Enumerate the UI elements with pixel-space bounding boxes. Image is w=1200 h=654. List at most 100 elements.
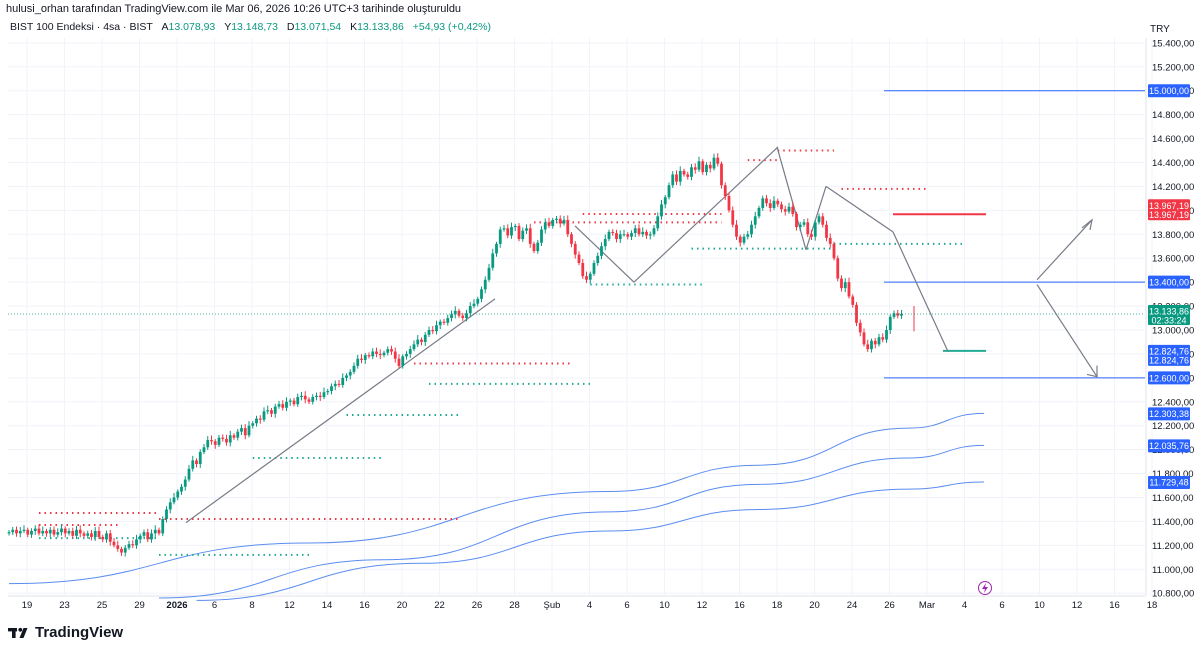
candle-body — [795, 213, 798, 228]
candle-body — [600, 246, 603, 256]
candle-body — [660, 204, 663, 217]
candle-body — [573, 243, 577, 255]
candle-body — [648, 234, 652, 236]
candle-body — [101, 536, 105, 540]
current-price-tag — [1148, 304, 1190, 325]
candle-body — [397, 358, 401, 366]
candle-body — [303, 395, 307, 400]
candle-body — [825, 224, 828, 238]
candle-body — [191, 460, 195, 469]
candle-body — [108, 533, 112, 542]
candle-body — [168, 502, 172, 510]
time-tick-label: 6 — [999, 600, 1004, 611]
candle-body — [461, 315, 465, 319]
candle-body — [378, 353, 382, 356]
candle-body — [135, 539, 138, 546]
candle-body — [870, 340, 873, 350]
price-tick-label: 11.800,00 — [1152, 469, 1194, 480]
candle-body — [412, 344, 416, 350]
candle-body — [183, 479, 187, 487]
candle-body — [547, 222, 551, 226]
candle-body — [787, 206, 791, 212]
candle-body — [873, 340, 877, 345]
candle-body — [645, 231, 648, 236]
candle-body — [472, 303, 476, 307]
candle-body — [232, 435, 236, 438]
candle-body — [270, 410, 273, 414]
candle-body — [180, 486, 183, 492]
time-tick-label: 26 — [472, 600, 483, 611]
candle-body — [678, 170, 682, 182]
candle-body — [371, 351, 375, 357]
candle-body — [285, 401, 288, 408]
resistance-price-tag-text: 13.967,19 — [1149, 210, 1189, 220]
time-tick-label: 16 — [359, 600, 370, 611]
level-price-tag — [1148, 84, 1190, 98]
candle-body — [543, 222, 547, 230]
high-label: Y — [224, 21, 232, 33]
candle-body — [442, 321, 446, 323]
candle-body — [607, 231, 611, 240]
currency-label[interactable]: TRY — [1150, 24, 1170, 35]
time-tick-label: 6 — [624, 600, 629, 611]
candle-body — [483, 279, 487, 290]
candle-body — [753, 216, 757, 225]
candle-body — [682, 170, 686, 175]
candle-body — [90, 533, 93, 537]
candle-body — [333, 383, 337, 387]
candle-body — [536, 242, 540, 252]
open-value: 13.078,93 — [168, 21, 216, 33]
candle-body — [78, 529, 82, 534]
candle-body — [881, 337, 885, 340]
candle-body — [153, 529, 157, 534]
candle-body — [746, 234, 750, 237]
candle-body — [150, 533, 153, 540]
candle-body — [138, 535, 142, 540]
ma-price-tag-text: 12.035,76 — [1149, 441, 1189, 451]
candle-body — [731, 210, 735, 225]
time-tick-label: 19 — [22, 600, 33, 611]
trend-line — [1036, 219, 1093, 281]
time-tick-label: 29 — [134, 600, 145, 611]
time-tick-label: 28 — [509, 600, 520, 611]
candle-body — [322, 392, 326, 397]
candle-body — [626, 234, 630, 237]
candle-body — [356, 358, 360, 366]
candle-body — [427, 330, 431, 335]
symbol-name[interactable]: BIST 100 Endeksi · 4sa · BIST — [10, 21, 153, 33]
support-price-tag-text: 12.824,76 — [1149, 346, 1189, 356]
price-tick-label: 14.400,00 — [1152, 158, 1194, 169]
candle-body — [15, 529, 18, 534]
candle-body — [172, 497, 176, 503]
candle-body — [847, 282, 851, 297]
candle-body — [532, 243, 536, 252]
candle-body — [562, 219, 566, 224]
moving-average-line — [196, 481, 985, 601]
candle-body — [776, 200, 780, 205]
trend-line — [825, 185, 894, 233]
candle-body — [780, 204, 783, 210]
time-tick-label: 8 — [249, 600, 254, 611]
candle-body — [877, 337, 881, 345]
candle-body — [802, 222, 806, 225]
candle-body — [86, 533, 90, 536]
candle-body — [142, 532, 146, 536]
candle-body — [453, 310, 457, 315]
change-value: +54,93 (+0,42%) — [412, 21, 491, 33]
candle-body — [71, 530, 75, 536]
candle-body — [588, 273, 592, 280]
candle-body — [37, 528, 41, 534]
candle-body — [120, 548, 123, 553]
time-tick-label: 24 — [847, 600, 858, 611]
candle-body — [292, 400, 296, 405]
projection-arrow-down — [1086, 365, 1098, 378]
time-tick-label: 26 — [884, 600, 895, 611]
candle-body — [52, 529, 56, 535]
price-tick-label: 12.200,00 — [1152, 421, 1194, 432]
candle-body — [896, 313, 900, 316]
candle-body — [862, 332, 866, 345]
candle-body — [161, 519, 165, 534]
candle-body — [22, 529, 26, 531]
time-tick-label: 12 — [1072, 600, 1083, 611]
